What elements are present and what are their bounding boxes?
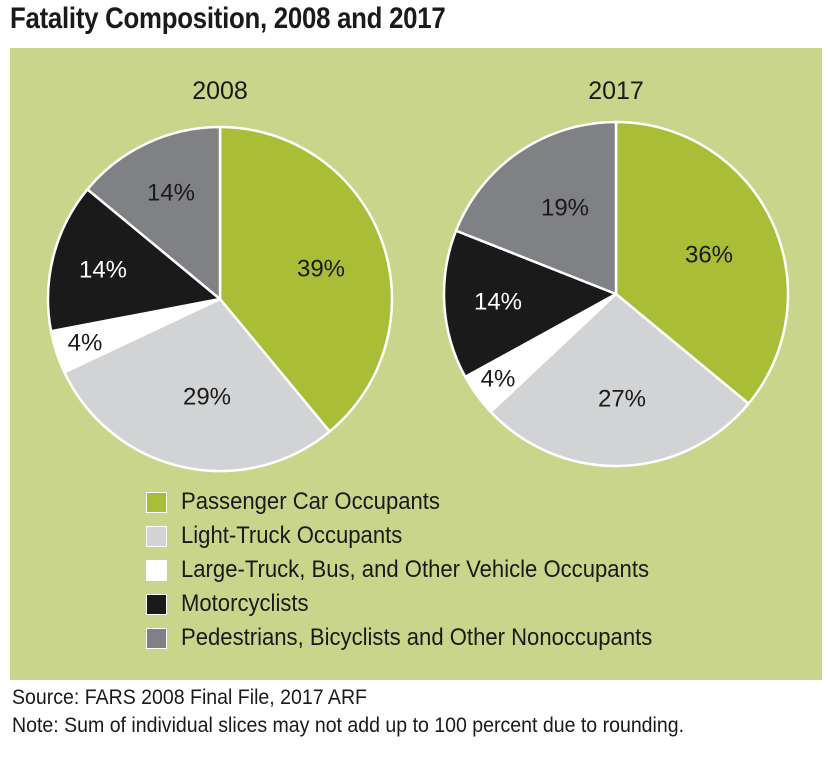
- legend-swatch: [146, 593, 167, 615]
- slice-label-2008-motorcyclists: 14%: [79, 257, 127, 284]
- pie-charts: 2008 39% 29% 4% 14% 14% 2017 36% 27% 4% 14% 19%: [46, 77, 790, 473]
- legend-swatch: [146, 525, 167, 547]
- source-note: Source: FARS 2008 Final File, 2017 ARF: [12, 686, 367, 709]
- pie-title-2008: 2008: [192, 77, 248, 105]
- legend-swatch: [146, 559, 167, 581]
- slice-label-2008-pedestrians-bicyclists-and-other-nonoccupants: 14%: [147, 180, 195, 207]
- legend-item-passenger-car-occupants: Passenger Car Occupants: [146, 485, 693, 519]
- slice-2008-pedestrians-bicyclists-and-other-nonoccupants: [86, 125, 222, 301]
- slice-label-2017-passenger-car-occupants: 36%: [685, 242, 733, 269]
- slice-2017-motorcyclists: [442, 229, 618, 379]
- slice-label-2017-motorcyclists: 14%: [474, 289, 522, 316]
- legend-item-light-truck-occupants: Light-Truck Occupants: [146, 519, 693, 553]
- legend-label: Large-Truck, Bus, and Other Vehicle Occu…: [181, 556, 650, 583]
- legend-label: Light-Truck Occupants: [181, 522, 403, 549]
- legend-label: Motorcyclists: [181, 590, 309, 617]
- pie-2017: 2017 36% 27% 4% 14% 19%: [442, 77, 790, 468]
- footer: Source: FARS 2008 Final File, 2017 ARF N…: [12, 684, 735, 740]
- legend-swatch: [146, 491, 167, 513]
- slice-2008-passenger-car-occupants: [218, 125, 394, 433]
- slice-label-2008-passenger-car-occupants: 39%: [297, 256, 345, 283]
- figure-title: Fatality Composition, 2008 and 2017: [10, 2, 446, 35]
- slice-2017-pedestrians-bicyclists-and-other-nonoccupants: [454, 120, 618, 296]
- legend-label: Pedestrians, Bicyclists and Other Nonocc…: [181, 624, 653, 651]
- pie-2008: 2008 39% 29% 4% 14% 14%: [46, 77, 394, 473]
- pie-title-2017: 2017: [588, 77, 644, 105]
- slice-label-2017-large-truck-bus-and-other-vehicle-occupants: 4%: [481, 366, 516, 393]
- legend-label: Passenger Car Occupants: [181, 488, 440, 515]
- rounding-note: Note: Sum of individual slices may not a…: [12, 714, 685, 737]
- slice-label-2008-light-truck-occupants: 29%: [183, 384, 231, 411]
- slice-2008-motorcyclists: [46, 188, 222, 333]
- slice-2017-passenger-car-occupants: [614, 120, 790, 405]
- legend-swatch: [146, 627, 167, 649]
- legend-item-pedestrians-bicyclists-and-other-nonoccupants: Pedestrians, Bicyclists and Other Nonocc…: [146, 621, 693, 655]
- slice-label-2008-large-truck-bus-and-other-vehicle-occupants: 4%: [68, 330, 103, 357]
- slice-label-2017-light-truck-occupants: 27%: [598, 386, 646, 413]
- legend-item-large-truck-bus-and-other-vehicle-occupants: Large-Truck, Bus, and Other Vehicle Occu…: [146, 553, 693, 587]
- slice-label-2017-pedestrians-bicyclists-and-other-nonoccupants: 19%: [541, 195, 589, 222]
- legend-item-motorcyclists: Motorcyclists: [146, 587, 693, 621]
- chart-panel: 2008 39% 29% 4% 14% 14% 2017 36% 27% 4% 14% 19% Pas…: [10, 48, 822, 680]
- slice-2017-light-truck-occupants: [489, 292, 750, 468]
- legend: Passenger Car Occupants Light-Truck Occup…: [146, 485, 693, 655]
